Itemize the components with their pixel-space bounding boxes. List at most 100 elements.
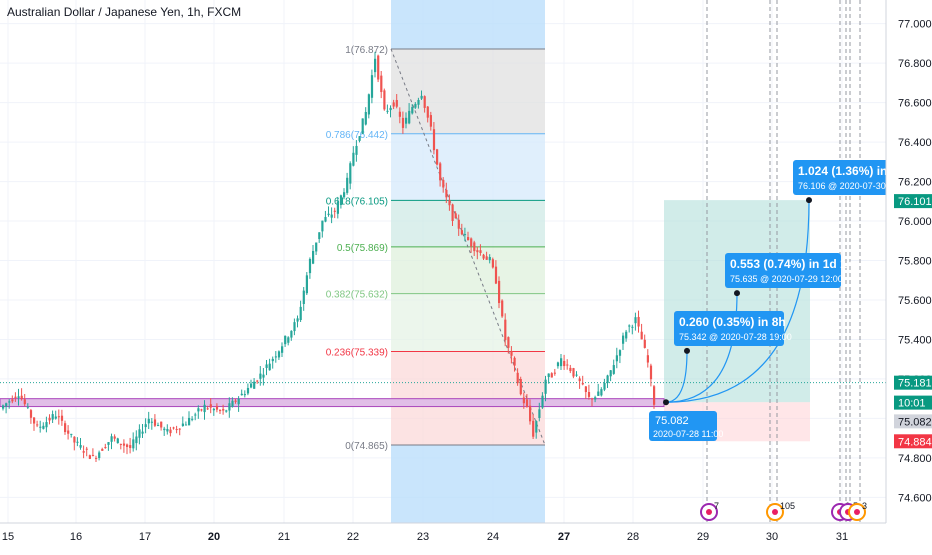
price-label: 76.101 <box>894 194 932 209</box>
candle-body <box>643 339 646 348</box>
event-marker-count: 3 <box>862 501 867 511</box>
candle-body <box>271 358 274 362</box>
candle <box>166 424 169 435</box>
candle <box>519 376 522 396</box>
candle-body <box>628 325 631 327</box>
candle <box>491 257 494 269</box>
candle-body <box>352 152 355 166</box>
event-marker-dot <box>706 509 712 515</box>
candle-body <box>529 405 532 422</box>
candle <box>203 400 206 420</box>
candle <box>448 194 451 211</box>
candle-body <box>175 429 178 431</box>
candle-body <box>556 362 560 367</box>
candle <box>132 432 135 452</box>
candle <box>23 393 26 407</box>
fib-trend-line <box>390 48 546 446</box>
candle <box>398 107 401 124</box>
candle <box>538 402 541 422</box>
candle-body <box>343 192 346 198</box>
candle-body <box>250 383 253 388</box>
candle <box>79 437 82 450</box>
y-tick-label: 75.600 <box>898 295 932 307</box>
candle <box>510 346 513 364</box>
candle <box>222 404 225 415</box>
candle-body <box>48 417 51 421</box>
candle-body <box>594 397 597 400</box>
fib-top-range <box>391 0 545 49</box>
candle <box>250 379 253 389</box>
candle-body <box>482 254 485 259</box>
candle <box>327 206 330 217</box>
fib-zone <box>391 133 545 201</box>
candle-body <box>436 149 439 165</box>
candle-body <box>405 117 408 124</box>
candle <box>212 407 215 416</box>
event-marker-dot <box>854 509 860 515</box>
candle <box>91 448 95 457</box>
candle-body <box>457 219 460 229</box>
candle <box>228 397 231 418</box>
candle-body <box>5 403 8 407</box>
candle-body <box>439 163 442 181</box>
candle-body <box>126 444 129 447</box>
candle-body <box>510 351 513 356</box>
price-label-bg <box>894 194 932 209</box>
candle-body <box>163 428 166 431</box>
candle-body <box>389 107 392 111</box>
candle <box>355 140 358 162</box>
candle-body <box>622 335 625 344</box>
candle <box>265 359 268 376</box>
chart-title: Australian Dollar / Japanese Yen, 1h, FX… <box>7 5 242 19</box>
candle-body <box>169 429 172 434</box>
candle-body <box>349 163 352 184</box>
candle <box>370 69 374 104</box>
candle-body <box>181 423 184 426</box>
fib-level-label: 0.786(76.442) <box>326 130 388 141</box>
candle-body <box>305 275 308 294</box>
candle-body <box>243 394 246 396</box>
candle-body <box>57 416 60 418</box>
callout-detail: 75.635 @ 2020-07-29 12:00 <box>730 274 843 284</box>
price-label: 10:01 <box>894 395 932 410</box>
x-tick-label: 15 <box>2 531 14 543</box>
candle <box>563 354 566 370</box>
y-tick-label: 76.800 <box>898 58 932 70</box>
price-label-text: 75.082 <box>898 416 932 428</box>
candle <box>395 94 398 109</box>
projection-point <box>684 347 690 354</box>
candle-body <box>82 451 85 453</box>
candle <box>343 188 346 200</box>
candle <box>48 414 51 425</box>
price-label-text: 10:01 <box>898 398 926 410</box>
candle-body <box>445 189 448 198</box>
candle <box>330 207 333 224</box>
candle-body <box>609 370 612 377</box>
candle-body <box>290 330 293 338</box>
fib-level-label: 0.618(76.105) <box>326 196 388 207</box>
candle <box>625 329 628 342</box>
candle <box>206 405 209 410</box>
candle <box>194 412 197 421</box>
candle-body <box>237 398 240 405</box>
candle-body <box>516 372 519 384</box>
candle <box>26 403 29 410</box>
candle <box>54 410 57 420</box>
candle <box>219 409 222 415</box>
candle <box>76 437 79 447</box>
candle <box>237 396 240 412</box>
candle <box>479 244 482 256</box>
candle <box>110 433 113 450</box>
candle <box>529 399 532 425</box>
candle <box>299 300 302 323</box>
candle <box>556 361 560 369</box>
x-tick-label: 24 <box>487 531 499 543</box>
candle-body <box>95 457 98 459</box>
candle <box>129 437 132 454</box>
candle-body <box>153 419 157 426</box>
candle <box>305 272 308 295</box>
candle-body <box>135 436 138 444</box>
candle-body <box>333 210 336 212</box>
